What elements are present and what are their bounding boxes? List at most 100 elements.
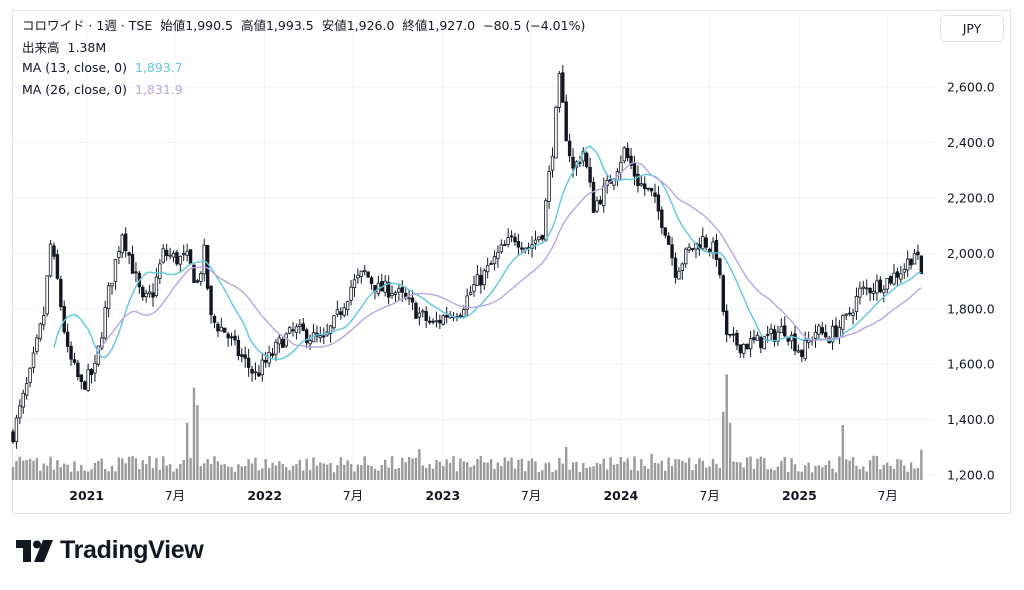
volume-bar bbox=[45, 465, 49, 480]
symbol-label: コロワイド · 1週 · TSE bbox=[22, 18, 153, 33]
volume-bar bbox=[510, 457, 513, 480]
volume-bar bbox=[705, 467, 708, 480]
candle-body bbox=[537, 236, 541, 241]
open-label: 始値 bbox=[160, 18, 186, 33]
candle-body bbox=[755, 334, 760, 341]
volume-bar bbox=[267, 467, 271, 480]
y-tick-label: 1,400.0 bbox=[947, 412, 995, 427]
ma13-value: 1,893.7 bbox=[135, 60, 183, 75]
volume-bar bbox=[681, 460, 684, 480]
ma13-line bbox=[53, 145, 922, 361]
volume-bar bbox=[179, 463, 182, 480]
candle-body bbox=[100, 337, 104, 349]
volume-legend: 出来高 1.38M bbox=[22, 37, 110, 56]
volume-bar bbox=[83, 470, 86, 480]
candle-body bbox=[919, 255, 924, 275]
volume-bar bbox=[551, 472, 554, 480]
volume-bar bbox=[421, 465, 424, 480]
volume-bar bbox=[298, 459, 302, 480]
volume-bar bbox=[244, 465, 247, 480]
candle-body bbox=[352, 279, 357, 289]
volume-bar bbox=[66, 464, 69, 480]
candle-body bbox=[298, 324, 302, 327]
volume-bar bbox=[561, 463, 564, 480]
candle-body bbox=[830, 325, 835, 343]
volume-bar bbox=[52, 469, 56, 480]
candle-body bbox=[718, 258, 722, 276]
candle-body bbox=[229, 336, 234, 339]
candle-body bbox=[397, 288, 401, 293]
candle-body bbox=[916, 251, 920, 256]
volume-bar bbox=[797, 471, 800, 480]
volume-bar bbox=[698, 458, 701, 480]
candle-body bbox=[509, 235, 514, 238]
volume-bar bbox=[377, 470, 380, 480]
candle-body bbox=[779, 326, 784, 334]
candle-body bbox=[441, 315, 445, 325]
candle-body bbox=[393, 292, 398, 295]
volume-bar bbox=[131, 456, 134, 480]
candle-body bbox=[236, 339, 241, 357]
volume-bar bbox=[35, 458, 39, 480]
candle-body bbox=[465, 295, 469, 310]
candle-body bbox=[520, 247, 524, 250]
candle-body bbox=[639, 183, 644, 186]
candle-body bbox=[304, 329, 309, 344]
volume-bar bbox=[404, 462, 407, 480]
candle-body bbox=[35, 337, 39, 352]
volume-bar bbox=[387, 467, 390, 480]
volume-bar bbox=[609, 457, 612, 480]
volume-bar bbox=[643, 465, 646, 480]
volume-bar bbox=[308, 469, 312, 480]
volume-bar bbox=[472, 465, 476, 480]
volume-bar bbox=[322, 463, 325, 480]
volume-bar bbox=[397, 468, 401, 480]
currency-button[interactable]: JPY bbox=[940, 15, 1004, 42]
volume-bar bbox=[346, 460, 349, 480]
volume-bar bbox=[855, 465, 858, 480]
volume-bar bbox=[196, 405, 199, 480]
candle-body bbox=[195, 280, 200, 283]
ohlc-legend: コロワイド · 1週 · TSE 始値1,990.5 高値1,993.5 安値1… bbox=[22, 15, 589, 34]
candle-body bbox=[301, 323, 305, 331]
volume-label: 出来高 bbox=[22, 40, 60, 55]
candle-body bbox=[499, 244, 504, 253]
ma26-legend[interactable]: MA (26, close, 0) 1,831.9 bbox=[22, 82, 187, 97]
volume-bar bbox=[650, 453, 653, 480]
volume-bar bbox=[739, 462, 742, 480]
candle-body bbox=[369, 277, 374, 284]
volume-bar bbox=[489, 459, 493, 480]
volume-bar bbox=[295, 464, 298, 480]
volume-bar bbox=[56, 460, 59, 480]
volume-bar bbox=[459, 458, 462, 480]
volume-bar bbox=[476, 458, 479, 480]
brand-name: TradingView bbox=[60, 536, 204, 564]
tradingview-logo[interactable]: TradingView bbox=[16, 536, 204, 565]
candle-body bbox=[287, 327, 292, 334]
candle-body bbox=[762, 335, 766, 350]
volume-bar bbox=[629, 469, 633, 480]
candle-body bbox=[649, 187, 654, 192]
volume-bar bbox=[247, 459, 250, 480]
candle-body bbox=[776, 331, 780, 342]
volume-bar bbox=[804, 465, 807, 480]
y-tick-label: 1,600.0 bbox=[947, 357, 995, 372]
volume-bar bbox=[749, 456, 752, 480]
x-tick-label: 7月 bbox=[699, 488, 719, 503]
volume-bar bbox=[633, 456, 636, 480]
volume-bar bbox=[674, 459, 677, 480]
volume-bar bbox=[380, 465, 383, 480]
volume-bar bbox=[363, 456, 366, 480]
candle-body bbox=[854, 295, 859, 312]
volume-bar bbox=[86, 471, 90, 480]
ma13-legend[interactable]: MA (13, close, 0) 1,893.7 bbox=[22, 60, 187, 75]
volume-bar bbox=[336, 465, 339, 480]
volume-bar bbox=[11, 466, 15, 480]
volume-bar bbox=[568, 469, 571, 480]
low-label: 安値 bbox=[321, 18, 347, 33]
ma26-value: 1,831.9 bbox=[135, 82, 183, 97]
volume-bar bbox=[838, 456, 841, 480]
candle-body bbox=[349, 286, 353, 301]
candle-body bbox=[892, 272, 896, 285]
